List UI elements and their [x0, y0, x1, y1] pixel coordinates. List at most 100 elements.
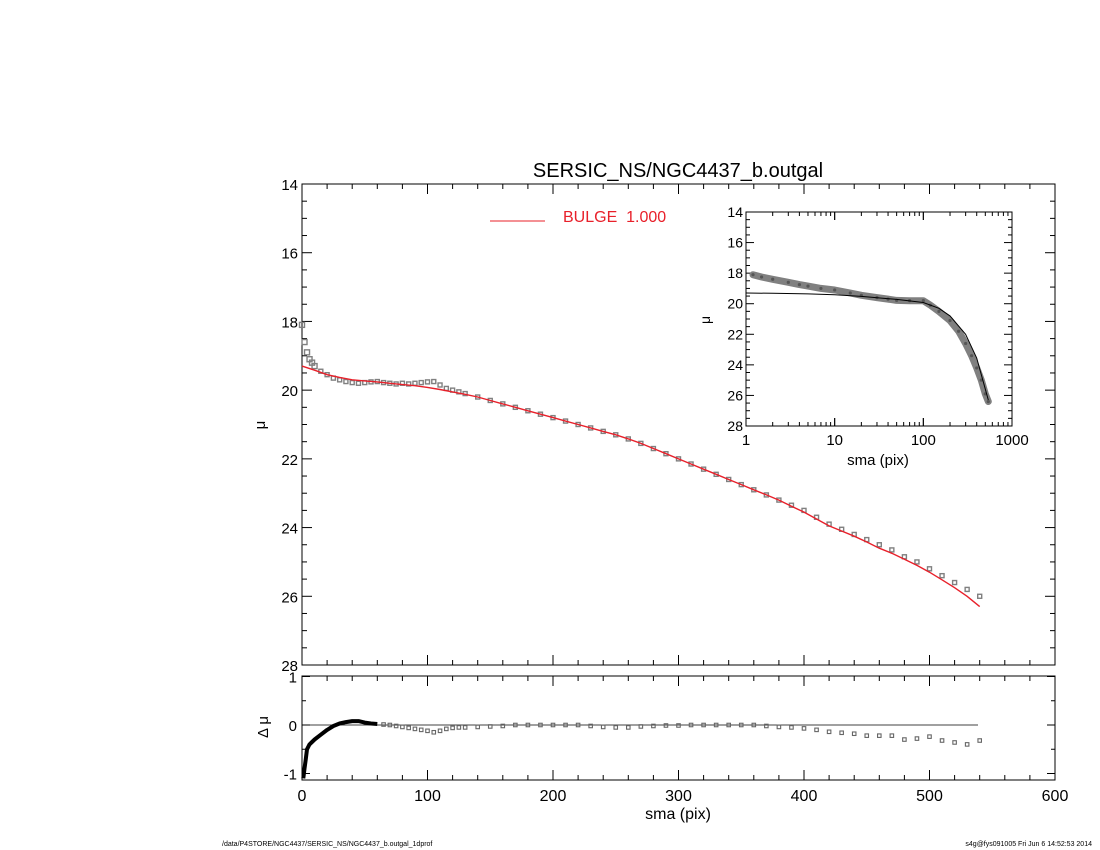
footer-path: /data/P4STORE/NGC4437/SERSIC_NS/NGC4437_…	[222, 841, 433, 848]
inset-panel: 14 16 18 20 22 24 26 28 1 10 100 1000 μ sma (pix)	[697, 204, 1029, 469]
inset-data-point	[975, 366, 979, 370]
residual-y-tick-label: 0	[289, 718, 297, 735]
inset-x-tick-labels: 1 10 100 1000	[742, 432, 1029, 449]
residual-x-tick-label: 200	[540, 788, 567, 805]
main-data-point	[431, 378, 437, 385]
residual-data-point	[444, 726, 449, 732]
residual-x-tick-label: 300	[665, 788, 692, 805]
residual-data-point	[676, 723, 681, 728]
main-data-point	[298, 321, 306, 329]
main-y-tick-label: 26	[281, 589, 298, 606]
residual-data-point	[400, 724, 405, 730]
main-data-point	[951, 579, 958, 586]
inset-data-point	[969, 354, 974, 358]
residual-x-tick-label: 600	[1042, 788, 1069, 805]
inset-y-tick-label: 18	[727, 265, 743, 281]
inset-data-point	[848, 291, 852, 295]
residual-data-point	[764, 723, 769, 729]
main-data-point	[437, 382, 443, 388]
inset-x-axis-label: sma (pix)	[847, 452, 909, 469]
main-data-point	[914, 559, 920, 565]
inset-y-tick-labels: 14 16 18 20 22 24 26 28	[727, 204, 743, 434]
residual-x-tick-label: 100	[414, 788, 441, 805]
residual-data-point	[902, 737, 907, 742]
residual-data-point	[600, 724, 606, 730]
inset-data-point	[786, 280, 790, 284]
residual-y-axis-label: Δ μ	[255, 716, 272, 738]
residual-data-point	[663, 723, 669, 728]
residual-data-point	[550, 722, 556, 728]
residual-data-point	[826, 729, 832, 735]
residual-data-point	[688, 722, 694, 728]
residual-x-tick-label: 500	[916, 788, 943, 805]
main-y-axis-label: μ	[252, 421, 269, 430]
residual-data-point	[939, 738, 945, 743]
main-y-tick-label: 24	[281, 521, 298, 538]
main-data-point	[355, 380, 362, 386]
main-data-point	[763, 492, 770, 498]
residual-x-tick-label: 0	[298, 788, 307, 805]
main-data-point	[688, 461, 694, 467]
residual-y-tick-label: -1	[284, 767, 297, 784]
main-data-point	[424, 379, 431, 385]
inset-data-point	[771, 277, 775, 281]
main-data-point	[700, 466, 707, 472]
main-data-point	[311, 362, 318, 370]
residual-data-point	[701, 722, 706, 728]
residual-data-point	[431, 729, 437, 735]
residual-data-point	[889, 733, 895, 738]
residual-data-point	[500, 723, 506, 729]
residual-data-point	[381, 722, 386, 727]
inset-y-tick-label: 28	[727, 418, 743, 434]
main-data-point	[876, 542, 882, 548]
inset-y-tick-label: 20	[727, 296, 743, 312]
inset-data-point	[921, 299, 925, 303]
residual-y-tick-labels: 1 0 -1	[284, 670, 297, 784]
residual-data-point	[751, 722, 757, 728]
main-data-point	[726, 476, 732, 483]
inset-y-tick-label: 24	[727, 357, 743, 373]
residual-plot-frame	[301, 675, 1056, 781]
inset-data-point	[986, 399, 990, 404]
main-y-tick-label: 18	[281, 314, 298, 331]
residual-data-point	[513, 722, 518, 728]
residual-data-point	[406, 725, 411, 731]
residual-data-point	[418, 727, 424, 733]
inset-data-point	[760, 275, 764, 279]
inset-y-axis-label: μ	[697, 316, 713, 324]
footer-stamp: s4g@fys091005 Fri Jun 6 14:52:53 2014	[965, 841, 1092, 848]
inset-model-line	[745, 292, 989, 401]
residual-x-tick-label: 400	[791, 788, 818, 805]
residual-data-point	[462, 725, 468, 730]
main-series	[298, 321, 983, 608]
residual-data-point	[801, 726, 807, 731]
residual-data-point	[952, 740, 957, 745]
residual-data-point	[412, 726, 418, 732]
legend: BULGE 1.000	[490, 209, 666, 226]
inset-y-tick-label: 16	[727, 235, 743, 251]
residual-data-point	[575, 722, 581, 728]
main-data-point	[889, 547, 895, 553]
main-data-point	[964, 586, 970, 593]
inset-y-tick-label: 26	[727, 387, 743, 403]
main-data-point	[663, 451, 669, 457]
residual-data-point	[789, 725, 794, 730]
chart-title: SERSIC_NS/NGC4437_b.outgal	[533, 160, 823, 182]
inset-data-point	[833, 288, 837, 292]
residual-x-tick-labels: 0 100 200 300 400 500 600	[298, 788, 1069, 805]
main-data-point	[301, 338, 308, 346]
residual-data-point	[613, 725, 619, 730]
residual-data-point	[776, 724, 782, 730]
inset-y-tick-label: 22	[727, 326, 743, 342]
residual-data-point	[864, 733, 870, 738]
inset-x-tick-label: 1	[742, 432, 750, 449]
residual-data-point	[475, 724, 481, 730]
residual-data-point	[638, 724, 644, 729]
residual-data-point	[393, 723, 399, 729]
main-y-tick-label: 28	[281, 658, 298, 675]
residual-ticks	[301, 676, 1056, 780]
main-data-point	[713, 471, 719, 478]
residual-y-tick-label: 1	[289, 670, 297, 687]
main-data-point	[738, 481, 744, 488]
main-data-point	[456, 389, 462, 395]
